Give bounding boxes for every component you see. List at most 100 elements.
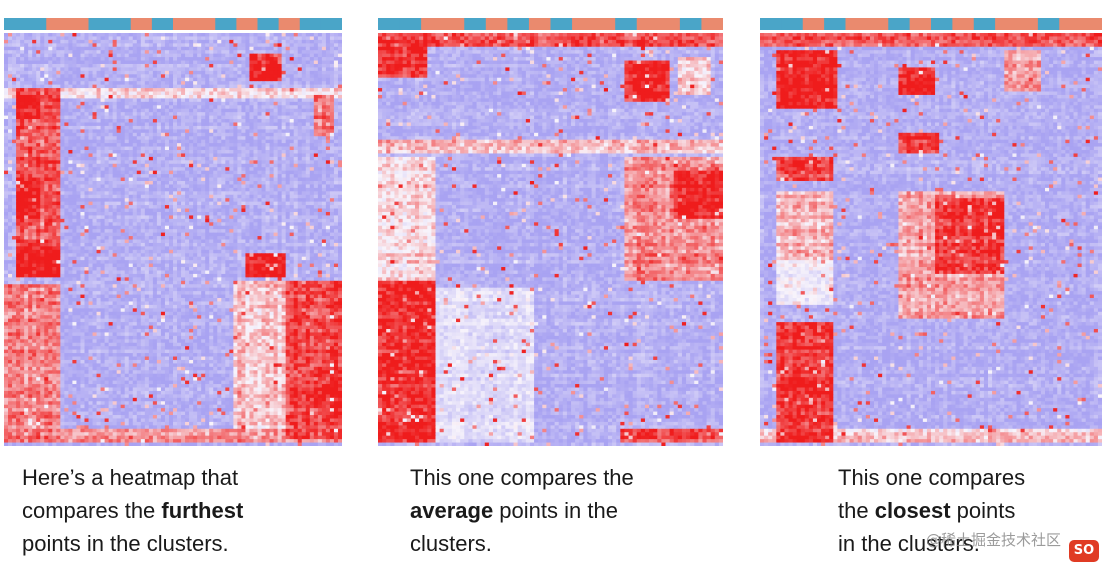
heatmap-cell bbox=[88, 236, 94, 240]
heatmap-cell bbox=[241, 108, 246, 113]
heatmap-cell bbox=[305, 229, 311, 234]
heatmap-cell bbox=[100, 198, 106, 203]
heatmap-cell bbox=[24, 94, 29, 99]
heatmap-cell bbox=[245, 205, 250, 210]
heatmap-cell bbox=[305, 136, 311, 141]
heatmap-cell bbox=[132, 125, 138, 130]
heatmap-cell bbox=[76, 88, 81, 93]
heatmap-cell bbox=[108, 81, 114, 86]
heatmap-cell bbox=[337, 63, 342, 68]
heatmap-cell bbox=[36, 50, 41, 55]
heatmap-cell bbox=[217, 146, 222, 151]
heatmap-cell bbox=[173, 77, 178, 82]
heatmap-cell bbox=[144, 101, 150, 106]
heatmap-cell bbox=[281, 225, 287, 230]
heatmap-cell bbox=[221, 119, 226, 123]
heatmap-cell bbox=[289, 98, 295, 103]
heatmap-cell bbox=[12, 119, 17, 123]
heatmap-cell bbox=[112, 81, 118, 86]
heatmap-cell bbox=[297, 88, 303, 93]
heatmap-cell bbox=[233, 88, 238, 93]
heatmap-cell bbox=[205, 136, 210, 141]
heatmap-cell bbox=[333, 177, 339, 182]
heatmap-cell bbox=[325, 125, 331, 130]
heatmap-cell bbox=[72, 153, 77, 158]
heatmap-cell bbox=[273, 122, 279, 127]
heatmap-cell bbox=[173, 43, 178, 48]
heatmap-cell bbox=[317, 163, 323, 168]
heatmap-cell bbox=[104, 112, 110, 117]
heatmap-cell bbox=[48, 63, 53, 68]
heatmap-cell bbox=[205, 232, 210, 237]
heatmap-cell bbox=[221, 170, 226, 175]
heatmap-cell bbox=[273, 105, 279, 110]
heatmap-cell bbox=[305, 187, 311, 192]
heatmap-cell bbox=[277, 63, 283, 68]
heatmap-cell bbox=[44, 201, 49, 206]
heatmap-cell bbox=[148, 191, 154, 196]
heatmap-cell bbox=[60, 211, 65, 216]
heatmap-cell bbox=[36, 143, 41, 148]
heatmap-cell bbox=[193, 229, 198, 234]
heatmap-cell bbox=[257, 129, 263, 134]
heatmap-cell bbox=[44, 43, 49, 48]
heatmap-cell bbox=[124, 115, 130, 120]
heatmap-cell bbox=[132, 180, 138, 185]
heatmap-cell bbox=[144, 60, 150, 65]
heatmap-cell bbox=[124, 150, 130, 154]
heatmap-cell bbox=[124, 125, 130, 130]
heatmap-cell bbox=[233, 153, 238, 158]
heatmap-cell bbox=[245, 215, 250, 220]
heatmap-cell bbox=[144, 136, 150, 141]
heatmap-cell bbox=[245, 143, 250, 148]
heatmap-cell bbox=[241, 208, 246, 213]
heatmap-cell bbox=[56, 67, 61, 72]
heatmap-cell bbox=[321, 115, 327, 120]
heatmap-cell bbox=[193, 150, 198, 154]
heatmap-cell bbox=[297, 36, 303, 41]
heatmap-cell bbox=[261, 46, 267, 51]
heatmap-cell bbox=[92, 108, 98, 113]
heatmap-cell bbox=[32, 177, 37, 182]
heatmap-cell bbox=[132, 84, 138, 89]
heatmap-cell bbox=[60, 198, 65, 203]
heatmap-cell bbox=[56, 125, 61, 130]
heatmap-cell bbox=[301, 232, 307, 237]
heatmap-cell bbox=[217, 43, 222, 48]
heatmap-cell bbox=[144, 33, 150, 37]
heatmap-cell bbox=[309, 101, 315, 106]
heatmap-cell bbox=[249, 94, 254, 99]
heatmap-cell bbox=[4, 94, 9, 99]
heatmap-cell bbox=[241, 218, 246, 223]
heatmap-cell bbox=[24, 33, 29, 37]
heatmap-cell bbox=[285, 139, 291, 144]
heatmap-cell bbox=[265, 88, 271, 93]
heatmap-cell bbox=[197, 50, 202, 55]
heatmap-cell bbox=[156, 50, 162, 55]
heatmap-cell bbox=[241, 81, 246, 86]
heatmap-cell bbox=[217, 215, 222, 220]
heatmap-cell bbox=[32, 191, 37, 196]
heatmap-cell bbox=[269, 115, 275, 120]
heatmap-cell bbox=[100, 229, 106, 234]
heatmap-cell bbox=[44, 232, 49, 237]
heatmap-cell bbox=[313, 36, 319, 41]
heatmap-cell bbox=[140, 39, 146, 44]
heatmap-cell bbox=[257, 70, 263, 75]
heatmap-cell bbox=[337, 125, 342, 130]
heatmap-cell bbox=[48, 222, 53, 227]
heatmap-cell bbox=[209, 232, 214, 237]
heatmap-cell bbox=[56, 187, 61, 192]
heatmap-cell bbox=[160, 50, 166, 55]
heatmap-cell bbox=[28, 139, 33, 144]
heatmap-cell bbox=[128, 63, 134, 68]
heatmap-cell bbox=[285, 146, 291, 151]
heatmap-cell bbox=[128, 60, 134, 65]
heatmap-cell bbox=[148, 88, 154, 93]
heatmap-cell bbox=[209, 108, 214, 113]
heatmap-cell bbox=[325, 39, 331, 44]
heatmap-cell bbox=[177, 88, 182, 93]
heatmap-cell bbox=[273, 211, 279, 216]
heatmap-cell bbox=[100, 201, 106, 206]
heatmap-cell bbox=[209, 77, 214, 82]
